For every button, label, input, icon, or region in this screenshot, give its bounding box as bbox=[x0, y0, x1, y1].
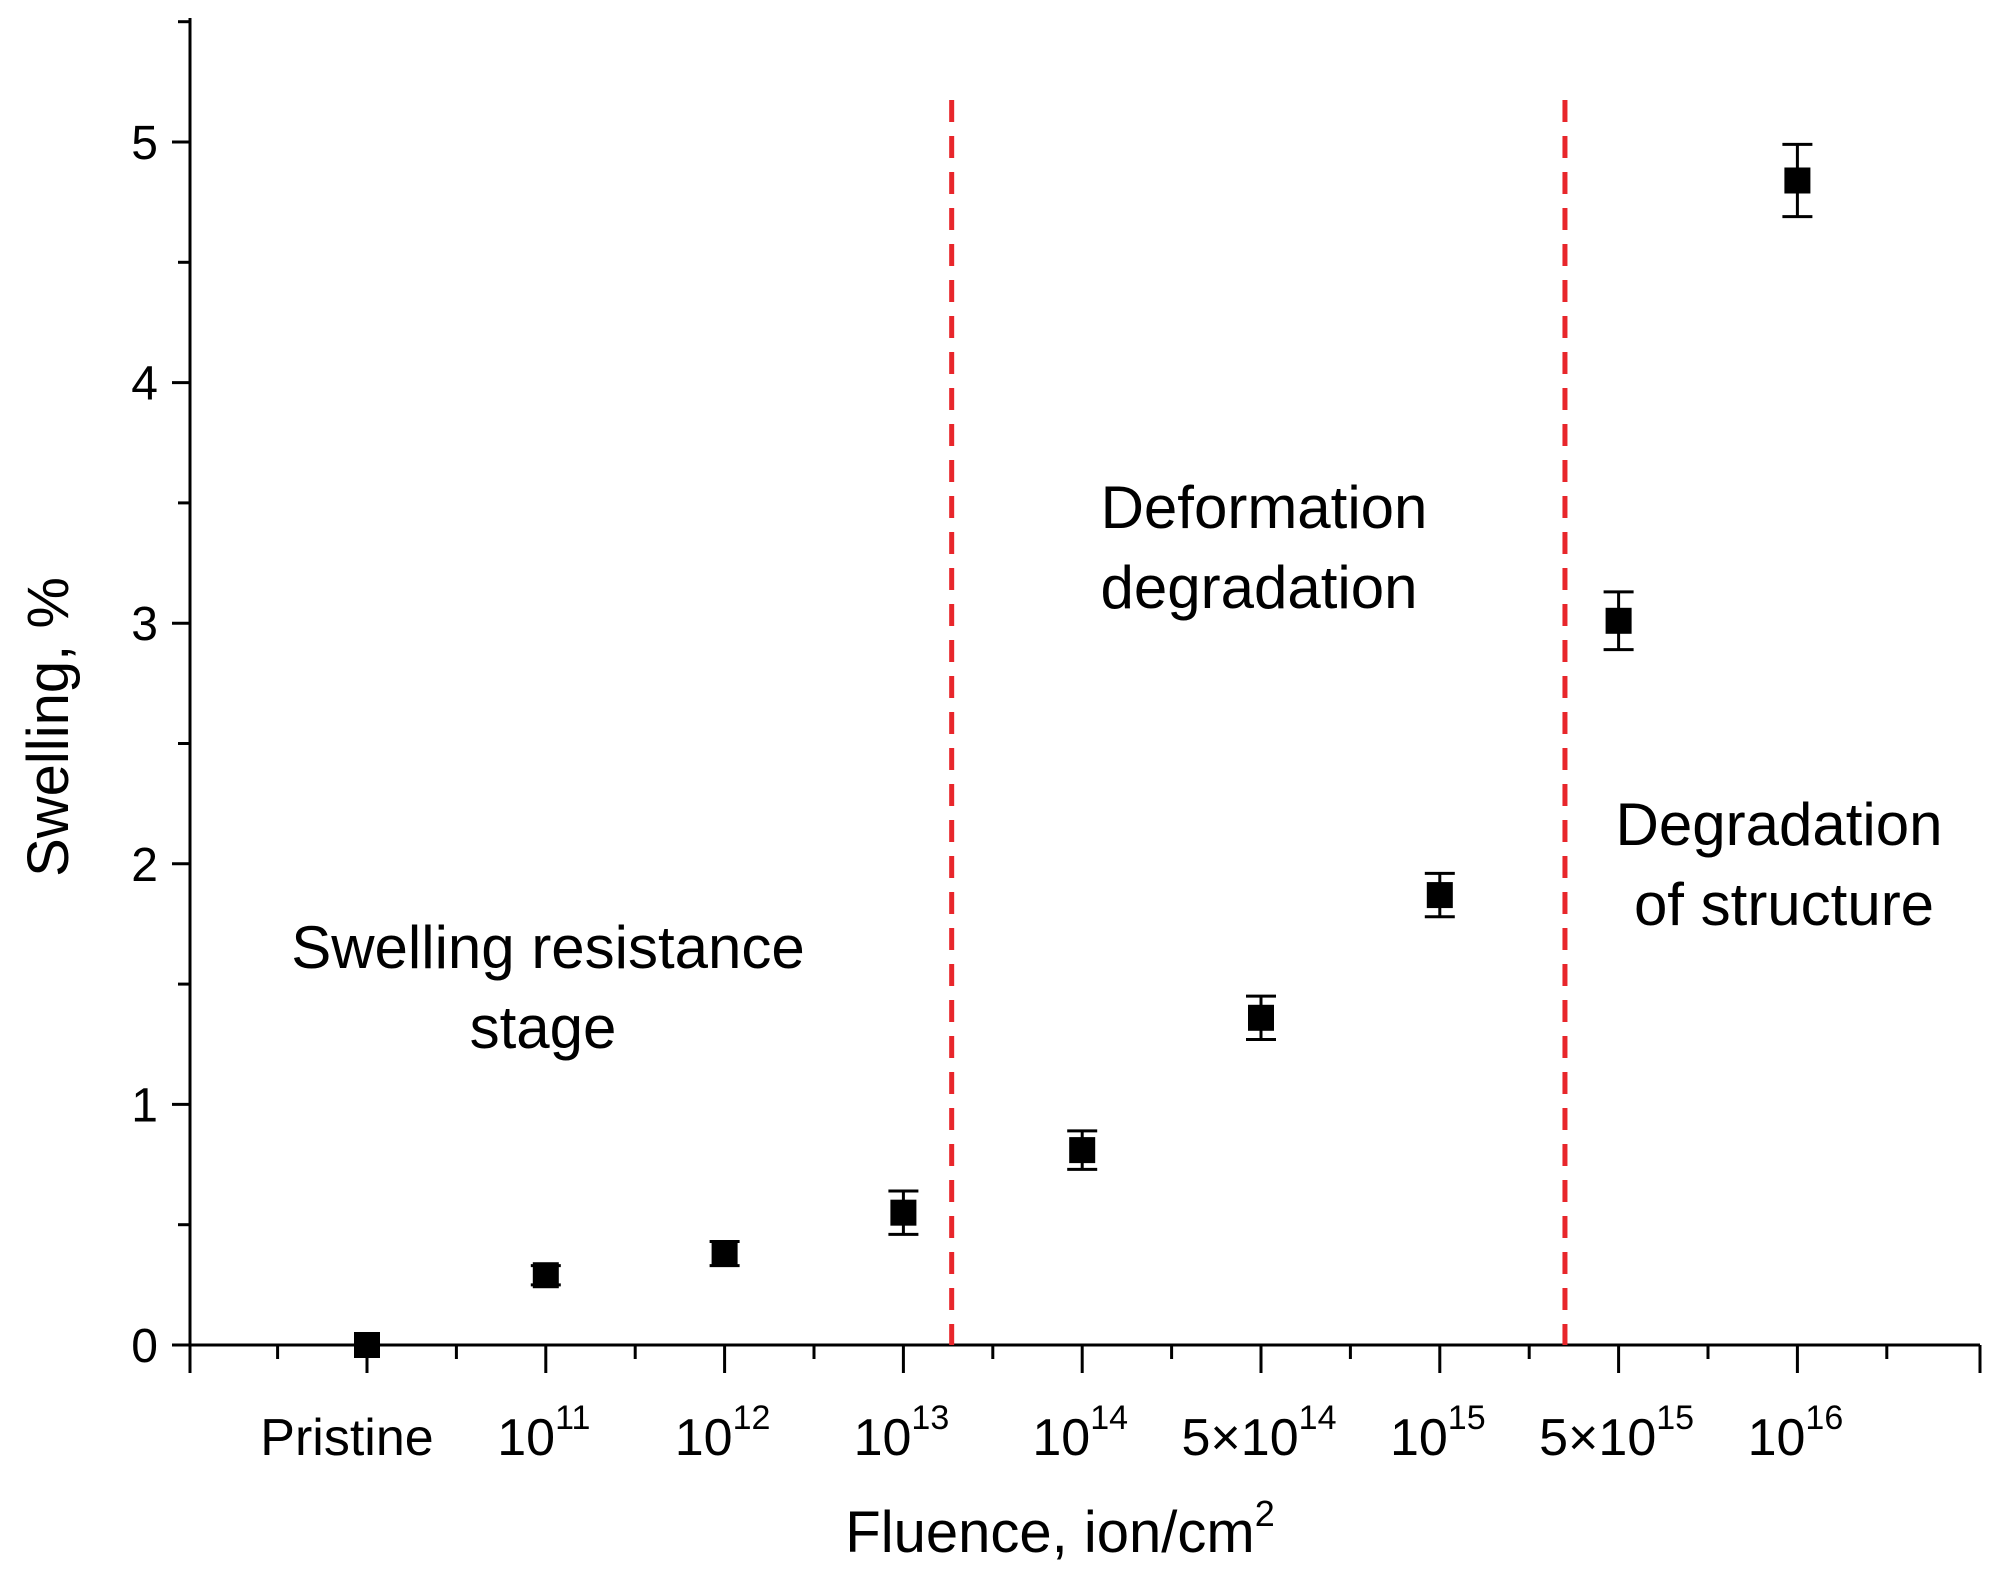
annotation-resistance-line1: Swelling resistance bbox=[291, 914, 805, 981]
x-tick-label-base: Pristine bbox=[260, 1409, 433, 1467]
x-tick-label-exponent: 12 bbox=[733, 1399, 771, 1437]
x-axis-label-superscript: 2 bbox=[1255, 1493, 1275, 1534]
data-point bbox=[1605, 607, 1632, 634]
x-tick-label: 1011 bbox=[497, 1399, 590, 1467]
x-tick-label-base: 10 bbox=[675, 1409, 733, 1467]
x-ticks: Pristine 1011 1012 1013 1014 5×1014 1015 5×1015… bbox=[188, 1345, 1982, 1467]
x-tick-label: 1013 bbox=[854, 1399, 950, 1467]
data-point bbox=[1069, 1137, 1096, 1164]
data-point bbox=[711, 1240, 738, 1267]
data-points bbox=[354, 142, 1813, 1358]
y-tick-label: 5 bbox=[131, 117, 158, 170]
data-point bbox=[1248, 1004, 1274, 1031]
x-tick-label-exponent: 15 bbox=[1656, 1399, 1694, 1437]
x-tick-label-exponent: 11 bbox=[555, 1399, 590, 1437]
x-tick-label-base: 5×10 bbox=[1182, 1409, 1299, 1467]
x-tick-label-base: 10 bbox=[497, 1409, 555, 1467]
x-axis-label-text: Fluence, ion/cm bbox=[845, 1500, 1254, 1565]
x-axis-label: Fluence, ion/cm2 bbox=[845, 1493, 1274, 1565]
annotation-structure-line2: of structure bbox=[1634, 871, 1934, 938]
data-point bbox=[890, 1199, 917, 1226]
x-tick-label: 1016 bbox=[1748, 1399, 1844, 1467]
x-tick-label-exponent: 14 bbox=[1299, 1399, 1337, 1437]
x-tick-label-base: 10 bbox=[854, 1409, 912, 1467]
x-tick-label: 5×1015 bbox=[1539, 1399, 1694, 1467]
stage-dividers bbox=[949, 100, 1568, 1345]
x-tick-label: 1014 bbox=[1032, 1399, 1128, 1467]
y-axis-label: Swelling, % bbox=[16, 577, 81, 877]
axes-layer bbox=[188, 18, 1980, 1347]
x-tick-label-exponent: 13 bbox=[911, 1399, 949, 1437]
annotation-deformation-line1: Deformation bbox=[1101, 474, 1428, 541]
y-tick-label: 1 bbox=[131, 1079, 158, 1132]
x-tick-label-base: 10 bbox=[1748, 1409, 1806, 1467]
annotation-deformation-line2: degradation bbox=[1101, 554, 1418, 621]
annotation-structure-line1: Degradation bbox=[1616, 791, 1943, 858]
y-tick-label: 2 bbox=[131, 839, 158, 892]
data-point bbox=[1426, 882, 1453, 909]
x-tick-label-exponent: 15 bbox=[1448, 1399, 1486, 1437]
annotation-resistance-line2: stage bbox=[470, 994, 617, 1061]
x-tick-label: Pristine bbox=[260, 1409, 433, 1467]
x-tick-label: 5×1014 bbox=[1182, 1399, 1337, 1467]
data-point bbox=[1784, 167, 1811, 194]
x-tick-label: 1015 bbox=[1390, 1399, 1486, 1467]
y-ticks: 0 1 2 3 4 5 bbox=[131, 20, 190, 1373]
x-tick-label-exponent: 14 bbox=[1090, 1399, 1128, 1437]
x-tick-label-base: 10 bbox=[1032, 1409, 1090, 1467]
x-tick-label-base: 5×10 bbox=[1539, 1409, 1656, 1467]
x-tick-label: 1012 bbox=[675, 1399, 771, 1467]
x-tick-label-base: 10 bbox=[1390, 1409, 1448, 1467]
y-tick-label: 0 bbox=[131, 1320, 158, 1373]
y-tick-label: 3 bbox=[131, 598, 158, 651]
data-point bbox=[532, 1262, 559, 1289]
x-tick-label-exponent: 16 bbox=[1805, 1399, 1843, 1437]
y-tick-label: 4 bbox=[131, 358, 158, 411]
data-point bbox=[354, 1332, 380, 1358]
